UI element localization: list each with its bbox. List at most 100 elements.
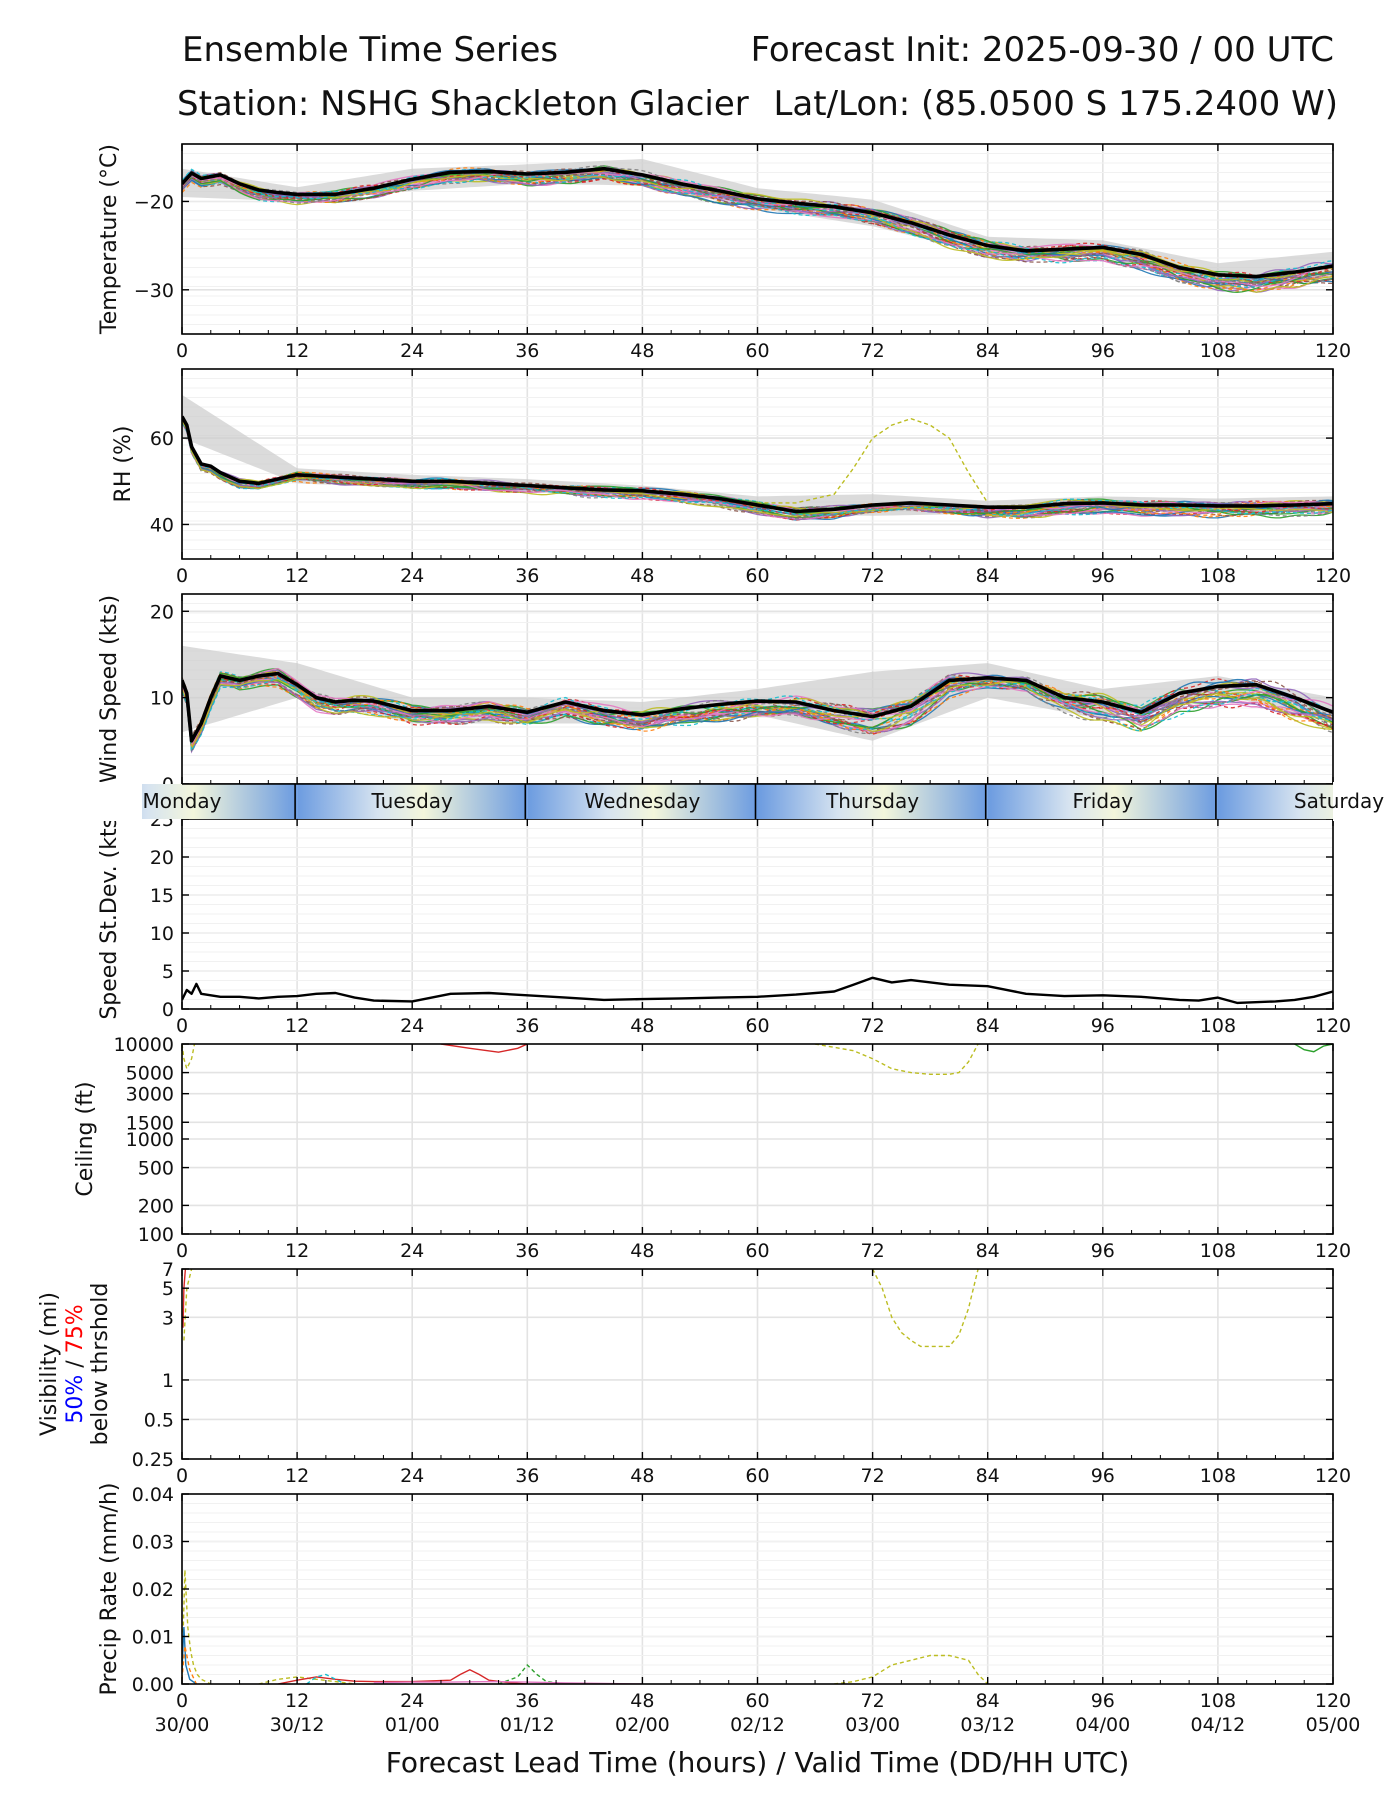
x-tick-label: 120 xyxy=(1315,1240,1351,1262)
ensemble-member-line xyxy=(182,667,1333,748)
pct-slash: / xyxy=(63,1353,88,1374)
ensemble-member-line xyxy=(182,167,1333,286)
x-tick-label: 0 xyxy=(176,1240,188,1262)
x-tick-label: 48 xyxy=(630,1015,654,1037)
member-trace xyxy=(182,1626,197,1684)
x-tick-label: 12 xyxy=(285,1015,309,1037)
forecast-init: Forecast Init: 2025-09-30 / 00 UTC xyxy=(750,30,1334,70)
member-trace xyxy=(182,1044,196,1071)
day-segment xyxy=(297,784,528,819)
valid-time-label: 05/00 xyxy=(1306,1714,1361,1736)
member-trace xyxy=(306,1673,346,1684)
ensemble-mean-line xyxy=(182,671,1333,743)
y-axis-label: Wind Speed (kts) xyxy=(97,595,122,783)
y-tick-label: 10 xyxy=(150,923,174,945)
x-tick-label: 108 xyxy=(1200,340,1236,362)
x-tick-label: 84 xyxy=(976,1690,1000,1712)
y-tick-label: 0.00 xyxy=(132,1674,174,1696)
x-tick-label: 24 xyxy=(400,1015,424,1037)
day-label-friday: Friday xyxy=(1072,789,1133,813)
day-band: Monday Tuesday Wednesday Thursday Friday Satu… xyxy=(0,782,1400,821)
x-tick-label: 0 xyxy=(176,565,188,587)
x-tick-label: 0 xyxy=(176,1015,188,1037)
x-tick-label: 48 xyxy=(630,340,654,362)
y-tick-label: −30 xyxy=(134,280,174,302)
y-tick-label: 20 xyxy=(150,601,174,623)
x-tick-label: 108 xyxy=(1200,565,1236,587)
valid-time-label: 03/12 xyxy=(960,1714,1015,1736)
x-tick-label: 84 xyxy=(976,340,1000,362)
x-tick-label: 12 xyxy=(285,1465,309,1487)
x-tick-label: 72 xyxy=(861,1690,885,1712)
member-trace xyxy=(182,1569,212,1684)
valid-time-label: 01/12 xyxy=(500,1714,555,1736)
x-tick-label: 60 xyxy=(745,565,769,587)
member-trace xyxy=(258,1676,355,1684)
ensemble-mean-line xyxy=(182,415,1333,514)
x-tick-label: 36 xyxy=(515,1690,539,1712)
member-trace xyxy=(182,1645,198,1684)
x-tick-label: 36 xyxy=(515,1240,539,1262)
valid-time-label: 03/00 xyxy=(845,1714,900,1736)
plot-area xyxy=(182,1044,1333,1075)
lat-lon: Lat/Lon: (85.0500 S 175.2400 W) xyxy=(773,84,1338,124)
ensemble-member-line xyxy=(182,172,1333,283)
x-axis-label: Forecast Lead Time (hours) / Valid Time … xyxy=(386,1746,1130,1779)
panel-wind: 01020Wind Speed (kts) xyxy=(97,593,1334,796)
panel-visibility: 0 12 24 36 48 60 72 84 96 108 120 0.25 0.5 1 3 57 Visibi… xyxy=(37,1259,1351,1487)
y-tick-label: 3 xyxy=(162,1307,174,1329)
x-tick-label: 24 xyxy=(400,1690,424,1712)
x-tick-label: 108 xyxy=(1200,1690,1236,1712)
y-tick-label: 5 xyxy=(162,1278,174,1300)
y-axis-label: Ceiling (ft) xyxy=(73,1081,98,1196)
x-tick-label: 36 xyxy=(515,1465,539,1487)
x-tick-label: 24 xyxy=(400,340,424,362)
x-tick-label: 0 xyxy=(176,1465,188,1487)
x-tick-label: 120 xyxy=(1315,1465,1351,1487)
y-tick-label: 100 xyxy=(138,1224,174,1246)
x-tick-label: 108 xyxy=(1200,1465,1236,1487)
x-tick-label: 12 xyxy=(285,340,309,362)
x-tick-label: 60 xyxy=(745,1240,769,1262)
day-label-wednesday: Wednesday xyxy=(585,789,701,813)
x-tick-label: 72 xyxy=(861,1240,885,1262)
valid-time-label: 02/00 xyxy=(615,1714,670,1736)
panel-temp: 0 12 24 36 48 60 72 84 96 108 120 −20 −30 Temperature… xyxy=(97,143,1351,362)
x-tick-label: 60 xyxy=(745,1015,769,1037)
x-tick-label: 60 xyxy=(745,340,769,362)
y-tick-label: −20 xyxy=(134,191,174,213)
x-tick-label: 36 xyxy=(515,565,539,587)
pct-75-label: 75% xyxy=(63,1304,88,1353)
chart-title: Ensemble Time Series xyxy=(182,30,559,70)
y-tick-label: 10 xyxy=(150,688,174,710)
panel-precip: 0 12 24 36 48 60 72 84 96 108 120 0.00 0.01 0.02 0.03 0… xyxy=(97,1483,1351,1712)
day-segment xyxy=(987,784,1218,819)
y-axis-label: Speed St.Dev. (kts) xyxy=(97,808,122,1019)
x-tick-label: 12 xyxy=(285,1240,309,1262)
day-label-monday: Monday xyxy=(143,789,222,813)
band-mask-right xyxy=(1333,782,1400,821)
x-tick-label: 72 xyxy=(861,1015,885,1037)
y-tick-label: 0.03 xyxy=(132,1532,174,1554)
y-tick-label: 20 xyxy=(150,847,174,869)
member-trace xyxy=(277,1669,528,1684)
valid-time-label: 30/00 xyxy=(155,1714,210,1736)
y-tick-label: 500 xyxy=(138,1158,174,1180)
y-tick-label: 15 xyxy=(150,885,174,907)
y-tick-label: 200 xyxy=(138,1195,174,1217)
y-tick-label: 1500 xyxy=(126,1112,174,1134)
x-tick-label: 120 xyxy=(1315,1015,1351,1037)
y-tick-label: 3000 xyxy=(126,1084,174,1106)
y-tick-label: 1000 xyxy=(126,1129,174,1151)
outlier-member-line xyxy=(757,417,989,504)
x-tick-label: 24 xyxy=(400,1240,424,1262)
member-trace xyxy=(1294,1044,1333,1053)
x-tick-label: 96 xyxy=(1091,340,1115,362)
ensemble-member-line xyxy=(182,173,1333,279)
y-axis-label-threshold: 50% / 75% xyxy=(63,1304,88,1423)
ensemble-member-line xyxy=(182,672,1333,746)
ensemble-member-line xyxy=(182,674,1333,748)
y-axis-label: RH (%) xyxy=(111,426,136,503)
y-tick-label: 0.25 xyxy=(132,1449,174,1471)
x-tick-label: 24 xyxy=(400,1465,424,1487)
